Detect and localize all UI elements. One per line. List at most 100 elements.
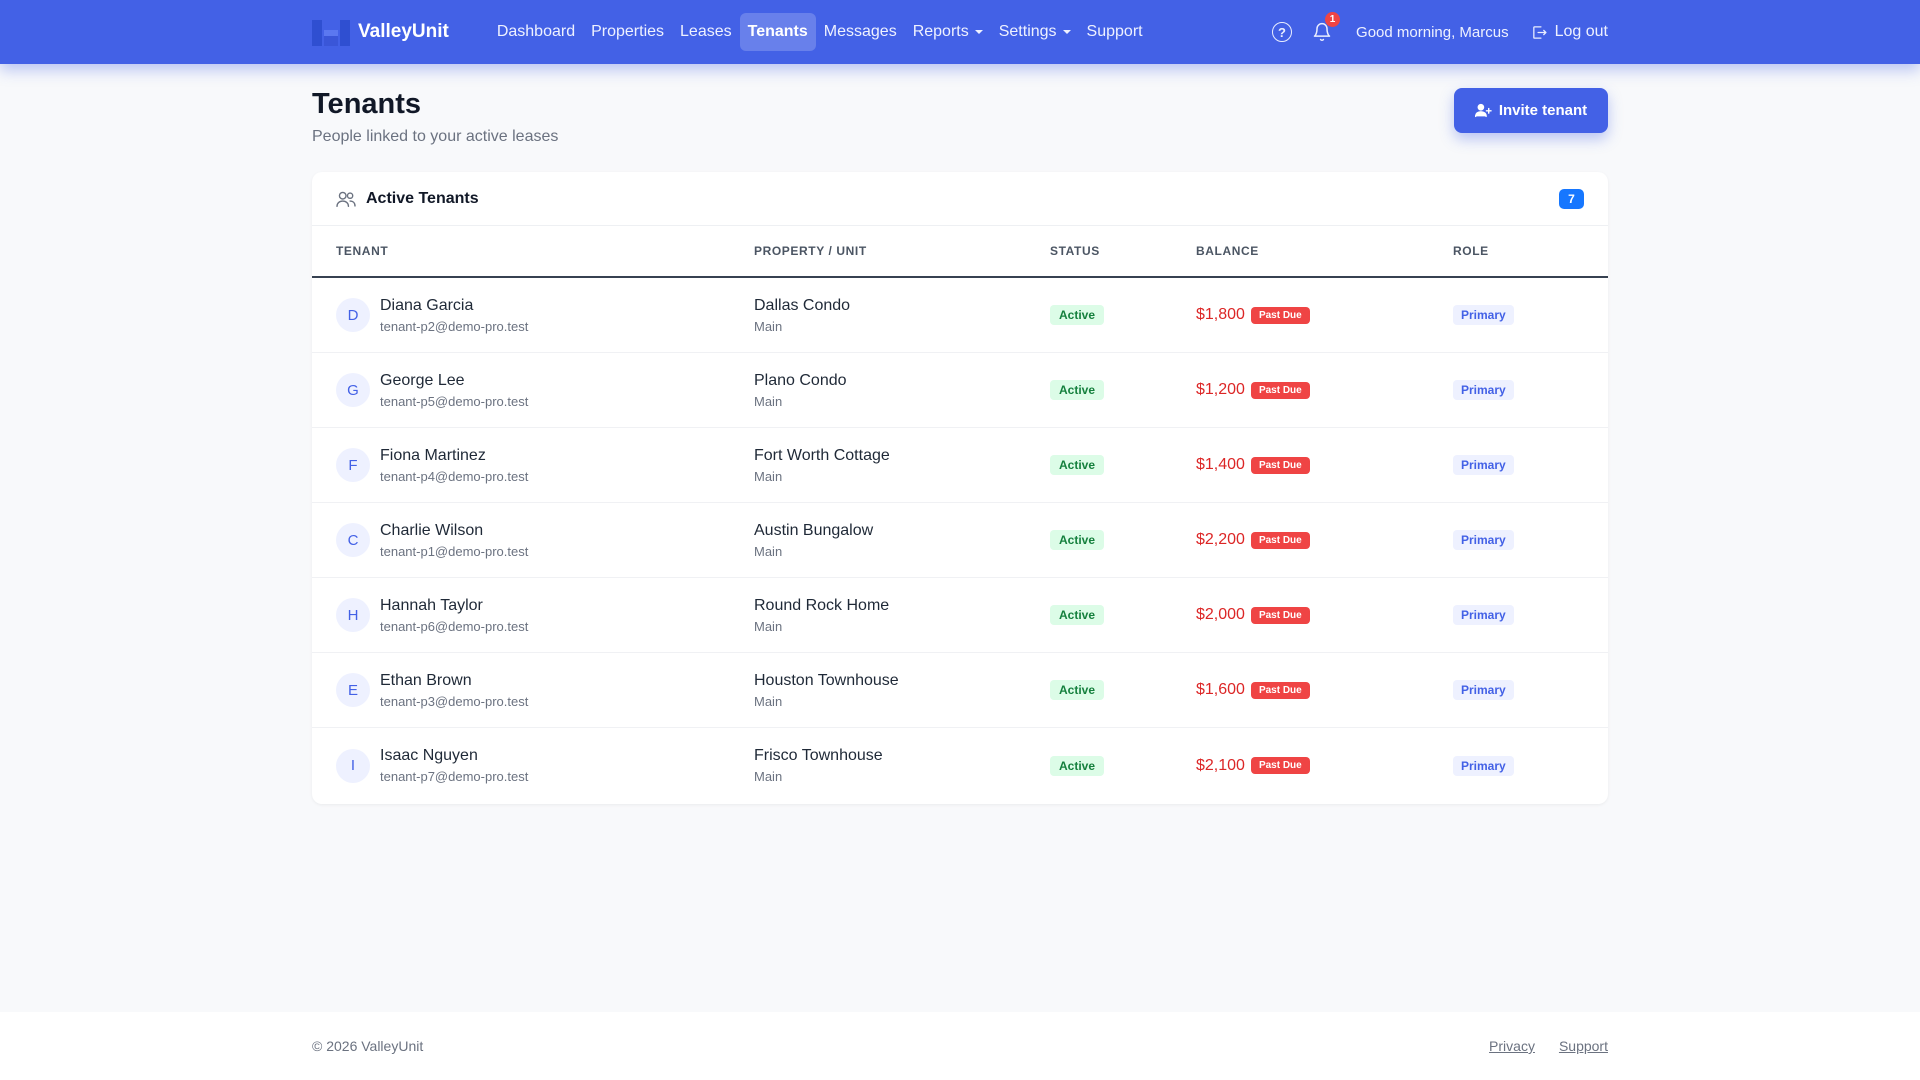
invite-tenant-button[interactable]: Invite tenant: [1454, 88, 1608, 133]
status-badge: Active: [1050, 605, 1105, 625]
nav-link-settings[interactable]: Settings: [991, 13, 1079, 51]
balance-amount: $1,600: [1196, 681, 1245, 698]
users-icon: [336, 191, 356, 207]
notifications-button[interactable]: 1: [1310, 12, 1341, 44]
avatar: C: [336, 523, 370, 557]
building-logo-icon: [312, 20, 350, 46]
unit-name: Main: [754, 468, 783, 484]
nav-right: ? 1 Good morning, Marcus Log out: [1270, 12, 1608, 44]
tenant-name: Charlie Wilson: [380, 521, 484, 539]
tenant-email: tenant-p4@demo-pro.test: [380, 468, 529, 484]
property-name: Fort Worth Cottage: [754, 446, 890, 464]
nav-link-reports[interactable]: Reports: [905, 13, 991, 51]
status-badge: Active: [1050, 380, 1105, 400]
tenant-email: tenant-p3@demo-pro.test: [380, 693, 529, 709]
bell-icon: [1313, 22, 1331, 42]
role-cell: Primary: [1453, 380, 1603, 400]
help-button[interactable]: ?: [1270, 20, 1294, 44]
table-row[interactable]: E Ethan Brown tenant-p3@demo-pro.test Hou…: [312, 653, 1608, 728]
role-badge: Primary: [1453, 380, 1514, 400]
role-badge: Primary: [1453, 680, 1514, 700]
tenant-cell: C Charlie Wilson tenant-p1@demo-pro.test: [336, 522, 754, 559]
footer-link-support[interactable]: Support: [1558, 1038, 1608, 1054]
past-due-badge: Past Due: [1250, 681, 1310, 699]
tenant-name: Ethan Brown: [380, 671, 472, 689]
table-row[interactable]: H Hannah Taylor tenant-p6@demo-pro.test R…: [312, 578, 1608, 653]
balance-cell: $2,200 Past Due: [1196, 531, 1453, 549]
tenant-cell: G George Lee tenant-p5@demo-pro.test: [336, 372, 754, 409]
status-badge: Active: [1050, 455, 1105, 475]
property-cell: Plano Condo Main: [754, 372, 1050, 409]
card-title: Active Tenants: [366, 189, 479, 207]
balance-amount: $2,200: [1196, 531, 1245, 548]
logout-label: Log out: [1554, 23, 1608, 40]
role-cell: Primary: [1453, 530, 1603, 550]
nav-link-properties[interactable]: Properties: [583, 13, 672, 51]
property-name: Round Rock Home: [754, 596, 890, 614]
status-badge: Active: [1050, 680, 1105, 700]
property-cell: Dallas Condo Main: [754, 297, 1050, 334]
role-cell: Primary: [1453, 305, 1603, 325]
balance-amount: $2,000: [1196, 606, 1245, 623]
nav-link-messages[interactable]: Messages: [816, 13, 905, 51]
nav-link-leases[interactable]: Leases: [672, 13, 740, 51]
table-row[interactable]: F Fiona Martinez tenant-p4@demo-pro.test …: [312, 428, 1608, 503]
role-cell: Primary: [1453, 680, 1603, 700]
tenant-name: Hannah Taylor: [380, 596, 483, 614]
past-due-badge: Past Due: [1250, 606, 1310, 624]
help-icon: ?: [1272, 22, 1293, 42]
tenant-name: Diana Garcia: [380, 296, 474, 314]
property-cell: Austin Bungalow Main: [754, 522, 1050, 559]
avatar: E: [336, 673, 370, 707]
balance-amount: $1,400: [1196, 456, 1245, 473]
avatar: F: [336, 448, 370, 482]
nav-links: Dashboard Properties Leases Tenants Mess…: [489, 13, 1151, 51]
tenant-name: Isaac Nguyen: [380, 747, 478, 764]
nav-link-label: Reports: [912, 23, 969, 40]
unit-name: Main: [754, 543, 783, 559]
balance-amount: $1,200: [1196, 381, 1245, 398]
tenant-email: tenant-p7@demo-pro.test: [380, 769, 529, 784]
footer-copyright: © 2026 ValleyUnit: [312, 1038, 424, 1054]
nav-link-label: Settings: [998, 23, 1057, 40]
status-cell: Active: [1050, 680, 1196, 700]
balance-cell: $1,400 Past Due: [1196, 456, 1453, 474]
nav-link-label: Leases: [680, 23, 732, 40]
unit-name: Main: [754, 618, 783, 634]
page-title: Tenants: [312, 88, 422, 120]
status-cell: Active: [1050, 605, 1196, 625]
footer-link-privacy[interactable]: Privacy: [1489, 1038, 1535, 1054]
balance-cell: $2,100 Past Due: [1196, 757, 1453, 775]
tenant-email: tenant-p6@demo-pro.test: [380, 618, 529, 634]
nav-link-label: Dashboard: [496, 23, 576, 40]
column-header-status: STATUS: [1050, 244, 1100, 258]
property-name: Dallas Condo: [754, 296, 851, 314]
table-row[interactable]: C Charlie Wilson tenant-p1@demo-pro.test …: [312, 503, 1608, 578]
nav-link-support[interactable]: Support: [1079, 13, 1151, 51]
brand[interactable]: ValleyUnit: [312, 18, 449, 46]
role-cell: Primary: [1453, 755, 1603, 776]
active-tenants-card: Active Tenants 7 TENANT PROPERTY / UNIT …: [312, 172, 1608, 804]
top-navbar: ValleyUnit Dashboard Properties Leases T…: [0, 0, 1920, 64]
avatar: D: [336, 298, 370, 332]
tenant-email: tenant-p5@demo-pro.test: [380, 393, 529, 409]
tenant-count-badge: 7: [1559, 188, 1584, 209]
user-greeting: Good morning, Marcus: [1356, 23, 1509, 41]
invite-tenant-label: Invite tenant: [1498, 102, 1588, 119]
table-row[interactable]: G George Lee tenant-p5@demo-pro.test Plan…: [312, 353, 1608, 428]
nav-link-dashboard[interactable]: Dashboard: [489, 13, 583, 51]
nav-link-label: Messages: [823, 23, 897, 40]
logout-icon: [1532, 25, 1547, 39]
column-header-property: PROPERTY / UNIT: [754, 244, 867, 258]
logout-button[interactable]: Log out: [1531, 23, 1608, 41]
property-cell: Round Rock Home Main: [754, 597, 1050, 634]
table-row[interactable]: I Isaac Nguyen tenant-p7@demo-pro.test Fr…: [312, 728, 1608, 803]
nav-link-tenants[interactable]: Tenants: [739, 13, 816, 51]
role-cell: Primary: [1453, 605, 1603, 625]
role-badge: Primary: [1453, 530, 1514, 550]
nav-link-label: Support: [1086, 23, 1143, 40]
avatar: H: [336, 598, 370, 632]
role-badge: Primary: [1453, 305, 1514, 325]
past-due-badge: Past Due: [1250, 456, 1310, 474]
table-row[interactable]: D Diana Garcia tenant-p2@demo-pro.test Da…: [312, 278, 1608, 353]
